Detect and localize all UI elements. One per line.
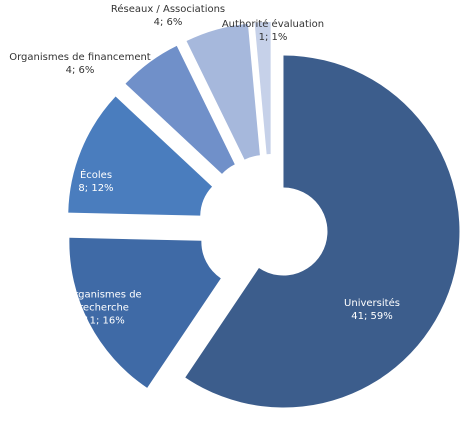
slice-label: Réseaux / Associations 4; 6% bbox=[98, 3, 238, 29]
slice bbox=[254, 22, 271, 155]
value-label: 4; 6% bbox=[65, 65, 95, 76]
slice-label: Écoles 8; 12% bbox=[51, 169, 141, 195]
category-label: Authorité évaluation bbox=[221, 19, 325, 30]
category-label: Organismes de financement bbox=[9, 52, 151, 63]
slice bbox=[186, 23, 260, 160]
category-label: Réseaux / Associations bbox=[110, 4, 226, 15]
category-label: Universités bbox=[344, 298, 400, 309]
slice bbox=[125, 45, 235, 174]
slice-label: Organismes de recherche 11; 16% bbox=[59, 289, 149, 328]
category-label: Organismes de recherche bbox=[66, 289, 142, 314]
value-label: 41; 59% bbox=[351, 311, 393, 322]
slice-label: Universités 41; 59% bbox=[312, 297, 432, 323]
value-label: 4; 6% bbox=[153, 17, 183, 28]
value-label: 11; 16% bbox=[83, 315, 125, 327]
slice-label: Authorité évaluation 1; 1% bbox=[218, 18, 328, 44]
slice bbox=[68, 96, 213, 216]
slice bbox=[185, 55, 460, 408]
category-label: Écoles bbox=[79, 170, 113, 181]
slice bbox=[69, 237, 221, 388]
value-label: 1; 1% bbox=[258, 32, 288, 43]
value-label: 8; 12% bbox=[78, 183, 114, 194]
slice-label: Organismes de financement 4; 6% bbox=[0, 51, 165, 77]
